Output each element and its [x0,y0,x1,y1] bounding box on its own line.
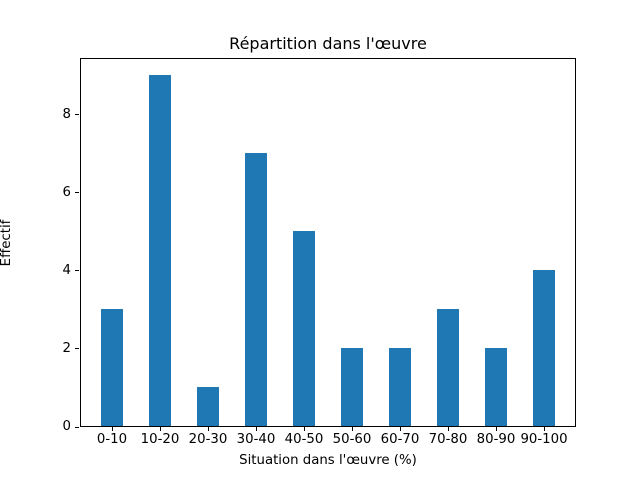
x-axis-label: Situation dans l'œuvre (%) [239,453,417,468]
y-tick-label: 4 [62,262,71,278]
y-tick-mark [75,426,79,428]
x-tick-mark [399,427,401,431]
x-tick-label: 70-80 [428,432,468,447]
bar-60-70 [389,347,411,426]
x-tick-label: 90-100 [520,432,568,447]
bar-10-20 [149,74,171,426]
x-tick-mark [159,427,161,431]
y-tick-label: 2 [62,340,71,356]
x-tick-label: 50-60 [332,432,372,447]
x-tick-label: 30-40 [236,432,276,447]
bar-80-90 [485,347,507,426]
bar-0-10 [101,308,123,426]
x-tick-mark [111,427,113,431]
x-tick-label: 80-90 [476,432,516,447]
x-tick-mark [447,427,449,431]
chart-title: Répartition dans l'œuvre [229,34,427,53]
x-tick-mark [255,427,257,431]
y-tick-label: 6 [62,184,71,200]
bar-90-100 [533,269,555,426]
bar-50-60 [341,347,363,426]
y-tick-mark [75,348,79,350]
x-tick-label: 60-70 [380,432,420,447]
bar-20-30 [197,386,219,426]
x-tick-mark [303,427,305,431]
y-axis-label: Effectif [0,219,14,267]
x-tick-mark [351,427,353,431]
x-tick-mark [207,427,209,431]
x-tick-label: 0-10 [96,432,128,447]
y-tick-label: 8 [62,106,71,122]
x-tick-mark [543,427,545,431]
bar-40-50 [293,230,315,426]
x-tick-label: 20-30 [188,432,228,447]
y-tick-mark [75,114,79,116]
x-tick-label: 10-20 [140,432,180,447]
y-tick-mark [75,270,79,272]
plot-area [80,58,576,427]
y-tick-label: 0 [62,419,71,434]
bar-70-80 [437,308,459,426]
x-tick-mark [495,427,497,431]
y-tick-mark [75,192,79,194]
x-tick-label: 40-50 [284,432,324,447]
bar-30-40 [245,152,267,426]
